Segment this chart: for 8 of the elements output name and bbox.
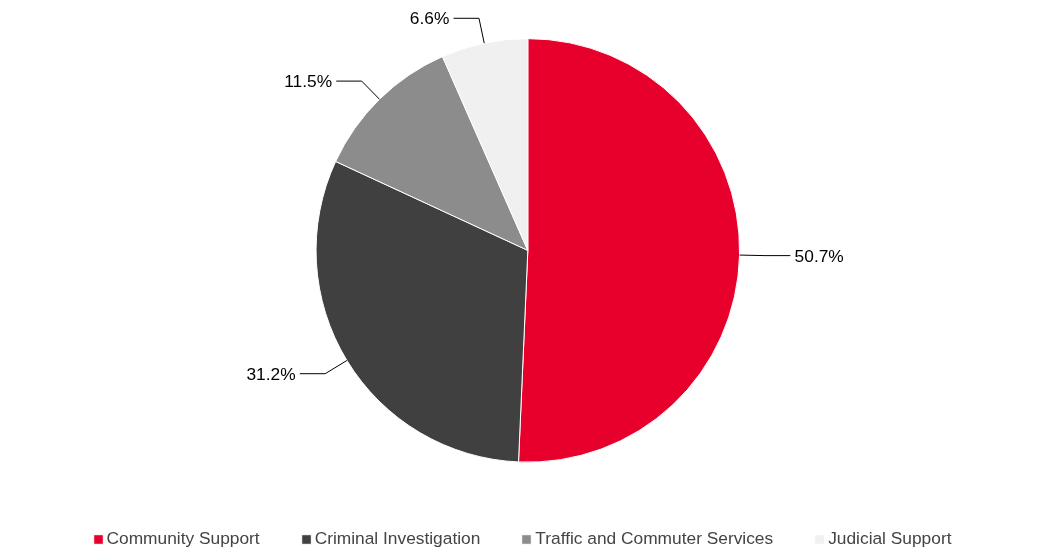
data-label: 50.7% (794, 245, 844, 266)
legend-label: Community Support (106, 528, 260, 549)
legend-label: Criminal Investigation (314, 528, 481, 549)
data-label: 6.6% (409, 8, 450, 29)
data-label: 11.5% (284, 71, 333, 92)
data-label: 31.2% (246, 363, 296, 384)
legend-label: Traffic and Commuter Services (535, 528, 774, 549)
legend-label: Judicial Support (828, 528, 952, 549)
